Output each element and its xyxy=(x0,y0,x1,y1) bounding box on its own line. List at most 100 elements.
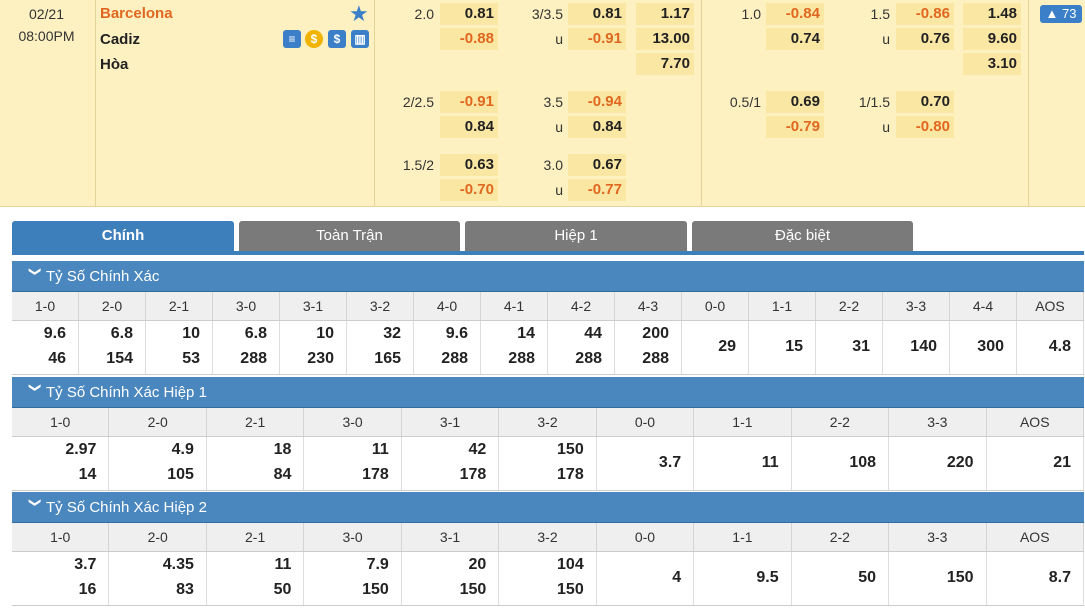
score-odds-cell[interactable]: 50 xyxy=(792,552,890,605)
score-odds-cell[interactable]: 15 xyxy=(749,321,816,374)
1x2-away-odds[interactable]: 13.00 xyxy=(636,28,694,50)
ah-home-odds[interactable]: 0.81 xyxy=(440,3,498,25)
under-label: u xyxy=(882,119,890,135)
score-odds-cell[interactable]: 3.7 xyxy=(597,437,695,490)
score-odds-cell[interactable]: 4 xyxy=(597,552,695,605)
favorite-star-icon[interactable]: ★ xyxy=(349,1,369,26)
h1-1x2-draw-odds[interactable]: 3.10 xyxy=(963,53,1021,75)
h1-ah-home-odds[interactable]: -0.84 xyxy=(766,3,824,25)
ah-home-odds[interactable]: 0.63 xyxy=(440,154,498,176)
over-odds[interactable]: 0.81 xyxy=(568,3,626,25)
score-odds-cell[interactable]: 2.97 14 xyxy=(12,437,110,490)
score-odds-cell[interactable]: 44 288 xyxy=(548,321,615,374)
score-label: 2-1 xyxy=(207,408,305,436)
ah-away-odds[interactable]: 0.84 xyxy=(440,116,498,138)
under-odds[interactable]: -0.91 xyxy=(568,28,626,50)
score-odds-cell[interactable]: 104 150 xyxy=(499,552,597,605)
h1-under-odds[interactable]: -0.80 xyxy=(896,116,954,138)
odds-value: 3.7 xyxy=(658,454,682,471)
h1-over-odds[interactable]: 0.70 xyxy=(896,91,954,113)
score-odds-cell[interactable]: 150 178 xyxy=(499,437,597,490)
ah-away-odds[interactable]: -0.88 xyxy=(440,28,498,50)
score-odds-cell[interactable]: 10 53 xyxy=(146,321,213,374)
under-odds[interactable]: -0.77 xyxy=(568,179,626,201)
h1-under-odds[interactable]: 0.76 xyxy=(896,28,954,50)
score-odds-cell[interactable]: 21 xyxy=(987,437,1084,490)
score-odds-cell[interactable]: 6.8 154 xyxy=(79,321,146,374)
score-odds-cell[interactable]: 220 xyxy=(889,437,987,490)
stats-icon[interactable]: ≡ xyxy=(283,30,301,48)
1x2-home-odds[interactable]: 1.17 xyxy=(636,3,694,25)
score-odds-cell[interactable]: 150 xyxy=(889,552,987,605)
score-odds-cell[interactable]: 108 xyxy=(792,437,890,490)
score-odds-cell[interactable]: 9.6 288 xyxy=(414,321,481,374)
tab-main[interactable]: Chính xyxy=(12,221,234,255)
odds-value: 50 xyxy=(273,581,292,598)
score-odds-cell[interactable]: 4.9 105 xyxy=(109,437,207,490)
under-label: u xyxy=(555,182,563,198)
h1-1x2-home-odds[interactable]: 1.48 xyxy=(963,3,1021,25)
section-header[interactable]: ❯ Tỷ Số Chính Xác xyxy=(12,261,1084,292)
odds-value: 300 xyxy=(977,338,1004,355)
dollar-icon[interactable]: $ xyxy=(328,30,346,48)
score-odds-cell[interactable]: 10 230 xyxy=(280,321,347,374)
score-odds-cell[interactable]: 7.9 150 xyxy=(304,552,402,605)
score-odds-cell[interactable]: 200 288 xyxy=(615,321,682,374)
odds-value: 31 xyxy=(852,338,870,355)
ah-away-odds[interactable]: -0.70 xyxy=(440,179,498,201)
score-label: 0-0 xyxy=(597,523,695,551)
h1-ah-home-odds[interactable]: 0.69 xyxy=(766,91,824,113)
h1-ah-away-odds[interactable]: 0.74 xyxy=(766,28,824,50)
odds-value: 11 xyxy=(274,556,292,573)
section-header[interactable]: ❯ Tỷ Số Chính Xác Hiệp 2 xyxy=(12,492,1084,523)
h1-1x2-away-odds[interactable]: 9.60 xyxy=(963,28,1021,50)
1x2-draw-odds[interactable]: 7.70 xyxy=(636,53,694,75)
odds-value: 6.8 xyxy=(110,325,133,342)
away-team[interactable]: Cadiz xyxy=(100,31,141,48)
over-odds[interactable]: -0.94 xyxy=(568,91,626,113)
score-label: 4-2 xyxy=(548,292,615,320)
score-odds-cell[interactable]: 14 288 xyxy=(481,321,548,374)
score-odds-cell[interactable]: 4.35 83 xyxy=(109,552,207,605)
section-header[interactable]: ❯ Tỷ Số Chính Xác Hiệp 1 xyxy=(12,377,1084,408)
score-odds-cell[interactable]: 6.8 288 xyxy=(213,321,280,374)
odds-value: 7.9 xyxy=(366,556,389,573)
score-odds-cell[interactable]: 8.7 xyxy=(987,552,1084,605)
score-odds-cell[interactable]: 4.8 xyxy=(1017,321,1084,374)
odds-value: 2.97 xyxy=(65,441,97,458)
ou-line: 3.0 xyxy=(543,157,563,173)
score-odds-cell[interactable]: 11 xyxy=(694,437,792,490)
score-odds-cell[interactable]: 9.6 46 xyxy=(12,321,79,374)
score-label: 1-0 xyxy=(12,523,110,551)
h1-ah-away-odds[interactable]: -0.79 xyxy=(766,116,824,138)
score-odds-cell[interactable]: 31 xyxy=(816,321,883,374)
score-label: 1-1 xyxy=(694,523,792,551)
tab-half-1[interactable]: Hiệp 1 xyxy=(465,221,687,251)
odds-value: 9.5 xyxy=(756,569,779,586)
score-odds-cell[interactable]: 32 165 xyxy=(347,321,414,374)
odds-value: 14 xyxy=(517,325,535,342)
tab-full-match[interactable]: Toàn Trận xyxy=(239,221,460,251)
h1-over-odds[interactable]: -0.86 xyxy=(896,3,954,25)
under-odds[interactable]: 0.84 xyxy=(568,116,626,138)
score-odds-cell[interactable]: 42 178 xyxy=(402,437,500,490)
more-markets-button[interactable]: ▲ 73 xyxy=(1040,5,1082,23)
score-odds-cell[interactable]: 29 xyxy=(682,321,749,374)
score-odds-cell[interactable]: 300 xyxy=(950,321,1017,374)
score-odds-cell[interactable]: 11 50 xyxy=(207,552,305,605)
score-odds-cell[interactable]: 20 150 xyxy=(402,552,500,605)
home-team[interactable]: Barcelona xyxy=(100,5,173,22)
over-odds[interactable]: 0.67 xyxy=(568,154,626,176)
coin-icon[interactable]: $ xyxy=(305,30,323,48)
tab-special[interactable]: Đặc biệt xyxy=(692,221,913,251)
chart-icon[interactable]: ▥ xyxy=(351,30,369,48)
under-label: u xyxy=(555,119,563,135)
score-odds-cell[interactable]: 140 xyxy=(883,321,950,374)
match-time: 08:00PM xyxy=(18,28,75,44)
score-odds-cell[interactable]: 9.5 xyxy=(694,552,792,605)
chevron-down-icon: ❯ xyxy=(28,382,43,393)
score-odds-cell[interactable]: 18 84 xyxy=(207,437,305,490)
score-odds-cell[interactable]: 3.7 16 xyxy=(12,552,110,605)
score-odds-cell[interactable]: 11 178 xyxy=(304,437,402,490)
ah-home-odds[interactable]: -0.91 xyxy=(440,91,498,113)
